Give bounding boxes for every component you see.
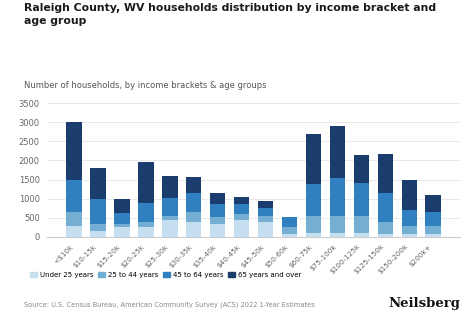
Text: Raleigh County, WV households distribution by income bracket and
age group: Raleigh County, WV households distributi… [24, 3, 436, 26]
Bar [306, 216, 321, 233]
Bar [354, 183, 369, 216]
Bar [426, 226, 441, 234]
Bar [426, 234, 441, 237]
Bar [66, 226, 82, 237]
Bar [282, 234, 297, 237]
Bar [114, 199, 129, 213]
Bar [306, 184, 321, 216]
Bar [401, 179, 417, 210]
Bar [378, 193, 393, 222]
Bar [90, 224, 106, 231]
Bar [162, 216, 178, 220]
Bar [426, 195, 441, 212]
Legend: Under 25 years, 25 to 44 years, 45 to 64 years, 65 years and over: Under 25 years, 25 to 44 years, 45 to 64… [27, 269, 304, 281]
Bar [90, 199, 106, 224]
Bar [354, 233, 369, 237]
Bar [329, 126, 345, 178]
Bar [234, 197, 249, 204]
Bar [210, 224, 226, 237]
Bar [306, 233, 321, 237]
Bar [258, 208, 273, 216]
Bar [329, 178, 345, 216]
Bar [186, 177, 201, 193]
Bar [210, 204, 226, 217]
Bar [306, 134, 321, 184]
Bar [114, 213, 129, 224]
Bar [210, 217, 226, 224]
Bar [186, 212, 201, 222]
Bar [258, 216, 273, 222]
Bar [162, 198, 178, 216]
Bar [138, 203, 154, 222]
Bar [354, 216, 369, 233]
Bar [138, 222, 154, 227]
Bar [401, 210, 417, 226]
Bar [66, 179, 82, 212]
Bar [114, 224, 129, 228]
Bar [329, 233, 345, 237]
Bar [378, 234, 393, 237]
Bar [234, 220, 249, 237]
Bar [186, 222, 201, 237]
Bar [426, 212, 441, 226]
Bar [90, 231, 106, 237]
Bar [90, 168, 106, 199]
Bar [66, 122, 82, 179]
Bar [210, 193, 226, 204]
Bar [258, 222, 273, 237]
Bar [329, 216, 345, 233]
Bar [258, 201, 273, 208]
Bar [354, 155, 369, 183]
Bar [186, 193, 201, 212]
Text: Neilsberg: Neilsberg [388, 297, 460, 310]
Bar [378, 222, 393, 234]
Bar [234, 204, 249, 214]
Bar [66, 212, 82, 226]
Text: Source: U.S. Census Bureau, American Community Survey (ACS) 2022 1-Year Estimate: Source: U.S. Census Bureau, American Com… [24, 301, 314, 308]
Bar [162, 220, 178, 237]
Bar [138, 162, 154, 203]
Bar [282, 217, 297, 227]
Bar [378, 155, 393, 193]
Bar [138, 227, 154, 237]
Bar [401, 226, 417, 234]
Bar [162, 176, 178, 198]
Bar [114, 228, 129, 237]
Bar [282, 227, 297, 234]
Bar [401, 234, 417, 237]
Bar [234, 214, 249, 220]
Text: Number of households, by income brackets & age groups: Number of households, by income brackets… [24, 81, 266, 89]
